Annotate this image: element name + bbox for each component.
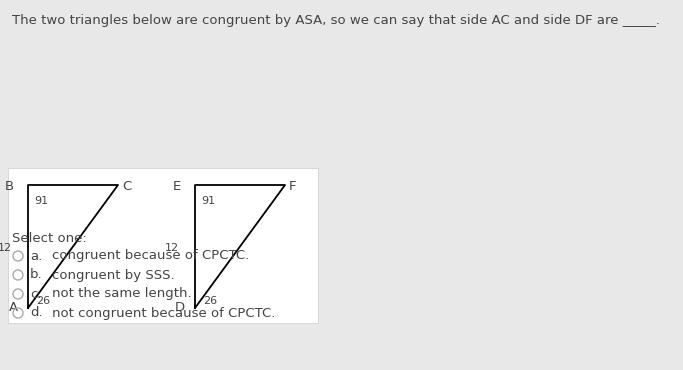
- Text: 26: 26: [36, 296, 50, 306]
- FancyBboxPatch shape: [8, 168, 318, 323]
- Text: 91: 91: [34, 196, 48, 206]
- Text: congruent because of CPCTC.: congruent because of CPCTC.: [52, 249, 249, 262]
- Text: congruent by SSS.: congruent by SSS.: [52, 269, 175, 282]
- Text: 91: 91: [201, 196, 215, 206]
- Text: The two triangles below are congruent by ASA, so we can say that side AC and sid: The two triangles below are congruent by…: [12, 14, 660, 27]
- Text: 26: 26: [203, 296, 217, 306]
- Text: C: C: [122, 180, 131, 193]
- Text: A: A: [9, 301, 18, 314]
- Text: E: E: [173, 180, 181, 193]
- Text: 12: 12: [165, 243, 179, 253]
- Text: B: B: [5, 180, 14, 193]
- Text: b.: b.: [30, 269, 42, 282]
- Text: d.: d.: [30, 306, 42, 320]
- Text: not congruent because of CPCTC.: not congruent because of CPCTC.: [52, 306, 275, 320]
- Text: a.: a.: [30, 249, 42, 262]
- Text: 12: 12: [0, 243, 12, 253]
- Text: D: D: [175, 301, 185, 314]
- Text: c.: c.: [30, 287, 42, 300]
- Text: not the same length.: not the same length.: [52, 287, 192, 300]
- Text: Select one:: Select one:: [12, 232, 87, 245]
- Text: F: F: [289, 180, 296, 193]
